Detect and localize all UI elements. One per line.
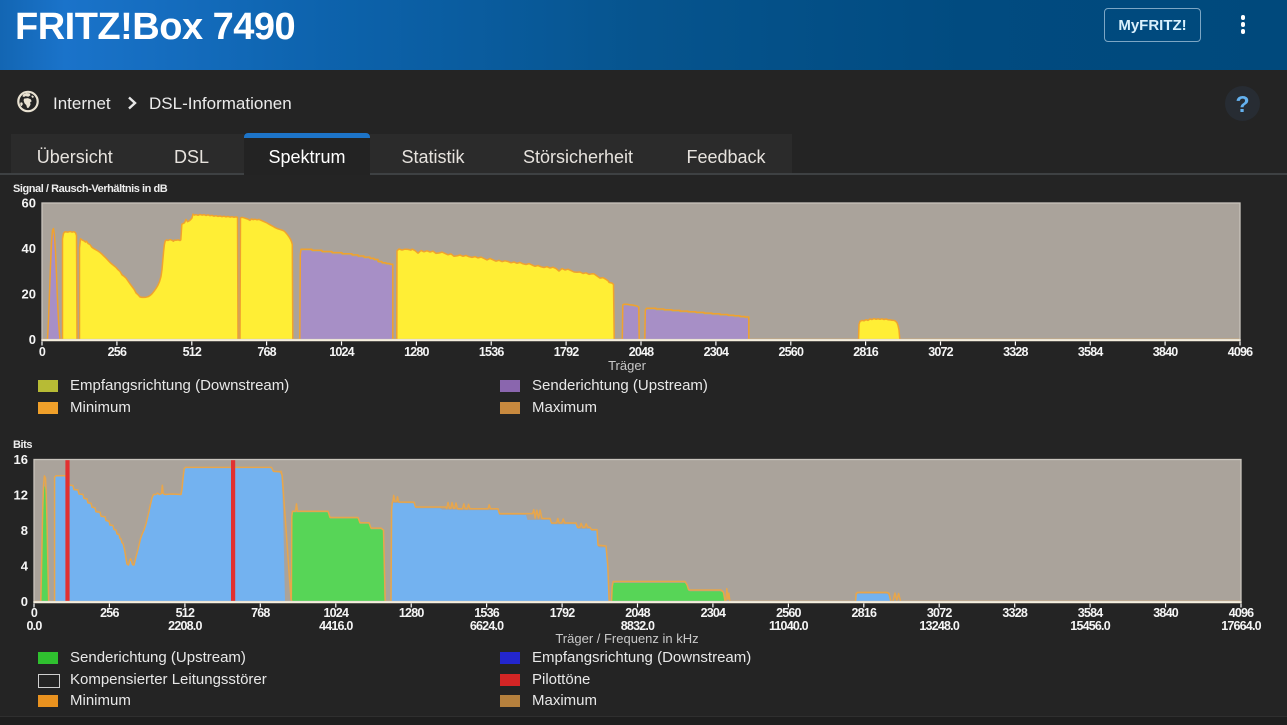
svg-text:3072: 3072 xyxy=(928,345,953,359)
svg-text:1280: 1280 xyxy=(399,606,424,620)
svg-text:60: 60 xyxy=(22,196,36,211)
svg-text:3584: 3584 xyxy=(1078,606,1103,620)
svg-text:16: 16 xyxy=(14,452,28,467)
svg-text:2560: 2560 xyxy=(778,345,803,359)
svg-text:2048: 2048 xyxy=(629,345,654,359)
svg-text:4096: 4096 xyxy=(1229,606,1254,620)
svg-text:3840: 3840 xyxy=(1153,345,1178,359)
svg-text:3072: 3072 xyxy=(927,606,952,620)
svg-text:512: 512 xyxy=(183,345,202,359)
svg-text:768: 768 xyxy=(257,345,276,359)
svg-text:4416.0: 4416.0 xyxy=(319,619,353,633)
svg-text:1024: 1024 xyxy=(323,606,348,620)
svg-text:8832.0: 8832.0 xyxy=(621,619,655,633)
svg-text:1024: 1024 xyxy=(329,345,354,359)
svg-text:2208.0: 2208.0 xyxy=(168,619,202,633)
svg-text:17664.0: 17664.0 xyxy=(1221,619,1261,633)
svg-text:0: 0 xyxy=(39,345,46,359)
svg-text:2816: 2816 xyxy=(851,606,876,620)
svg-text:1792: 1792 xyxy=(550,606,575,620)
svg-text:40: 40 xyxy=(22,241,36,256)
svg-text:2304: 2304 xyxy=(701,606,726,620)
svg-text:0: 0 xyxy=(21,594,28,609)
svg-text:Träger / Frequenz in kHz: Träger / Frequenz in kHz xyxy=(555,631,698,646)
svg-text:1792: 1792 xyxy=(554,345,579,359)
svg-text:768: 768 xyxy=(251,606,270,620)
svg-text:256: 256 xyxy=(108,345,127,359)
svg-text:Signal / Rausch-Verhältnis in: Signal / Rausch-Verhältnis in dB xyxy=(13,183,168,195)
svg-text:2048: 2048 xyxy=(625,606,650,620)
svg-text:8: 8 xyxy=(21,523,28,538)
svg-text:1280: 1280 xyxy=(404,345,429,359)
svg-text:2816: 2816 xyxy=(853,345,878,359)
svg-text:3328: 3328 xyxy=(1002,606,1027,620)
svg-text:3840: 3840 xyxy=(1153,606,1178,620)
svg-text:11040.0: 11040.0 xyxy=(769,619,809,633)
svg-text:15456.0: 15456.0 xyxy=(1070,619,1110,633)
svg-text:512: 512 xyxy=(176,606,195,620)
svg-text:3328: 3328 xyxy=(1003,345,1028,359)
svg-text:0.0: 0.0 xyxy=(27,619,43,633)
svg-text:6624.0: 6624.0 xyxy=(470,619,504,633)
svg-text:12: 12 xyxy=(14,488,28,503)
svg-text:13248.0: 13248.0 xyxy=(919,619,959,633)
svg-text:Bits: Bits xyxy=(13,439,32,451)
svg-text:0: 0 xyxy=(31,606,38,620)
svg-text:2304: 2304 xyxy=(704,345,729,359)
svg-text:1536: 1536 xyxy=(474,606,499,620)
svg-text:2560: 2560 xyxy=(776,606,801,620)
svg-text:1536: 1536 xyxy=(479,345,504,359)
svg-text:256: 256 xyxy=(100,606,119,620)
svg-text:20: 20 xyxy=(22,287,36,302)
svg-text:4096: 4096 xyxy=(1228,345,1253,359)
svg-text:0: 0 xyxy=(29,332,36,347)
svg-text:4: 4 xyxy=(21,559,29,574)
svg-text:Träger: Träger xyxy=(608,358,646,373)
svg-text:3584: 3584 xyxy=(1078,345,1103,359)
